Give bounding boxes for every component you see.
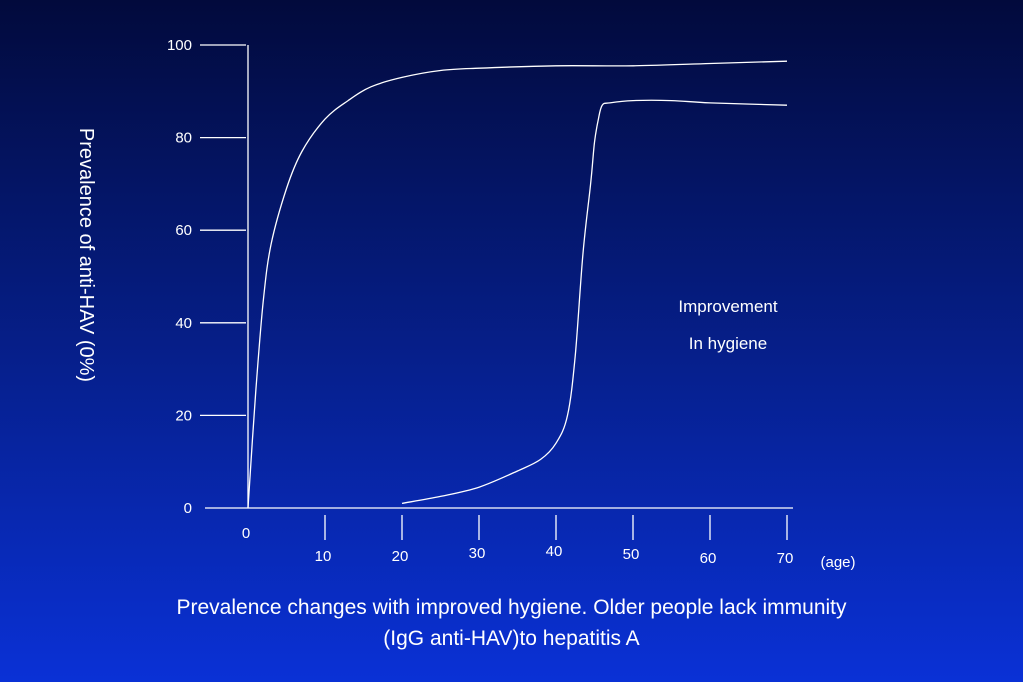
curves — [247, 60, 788, 509]
y-axis-label: Prevalence of anti-HAV (0%) — [75, 128, 97, 382]
caption-line-1: Prevalence changes with improved hygiene… — [176, 596, 847, 619]
caption-line-2: (IgG anti-HAV)to hepatitis A — [383, 627, 640, 650]
y-tick-label-20: 20 — [175, 407, 192, 424]
axes — [200, 44, 793, 540]
y-tick-label-80: 80 — [175, 130, 192, 147]
caption: Prevalence changes with improved hygiene… — [0, 592, 1023, 654]
x-tick-label-70: 70 — [777, 550, 794, 567]
x-tick-label-60: 60 — [700, 550, 717, 567]
series-line-1 — [247, 60, 788, 509]
y-tick-label-0: 0 — [184, 500, 192, 517]
x-tick-label-50: 50 — [623, 546, 640, 563]
x-tick-label-20: 20 — [392, 548, 409, 565]
x-axis-label: (age) — [820, 554, 855, 571]
x-tick-label-10: 10 — [315, 548, 332, 565]
x-tick-label-40: 40 — [546, 543, 563, 560]
x-tick-label-30: 30 — [469, 545, 486, 562]
series-line-2 — [401, 99, 788, 505]
labels: 0 20 40 60 80 100 0 10 20 30 40 50 60 70 (age) Prevalen… — [75, 37, 856, 571]
y-tick-label-60: 60 — [175, 222, 192, 239]
annotation-line-1: Improvement — [678, 297, 777, 316]
annotation-line-2: In hygiene — [689, 334, 767, 353]
y-tick-label-40: 40 — [175, 315, 192, 332]
y-tick-label-100: 100 — [167, 37, 192, 54]
x-tick-label-0: 0 — [242, 525, 250, 542]
